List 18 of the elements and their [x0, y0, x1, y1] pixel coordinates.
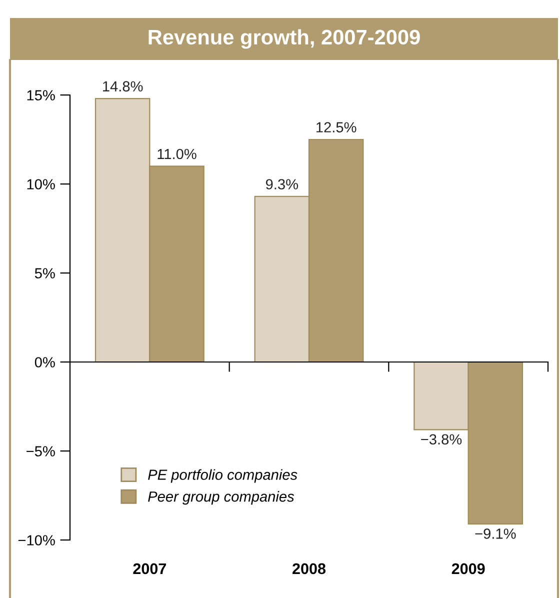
y-tick-label: −5% — [26, 446, 55, 456]
x-tick-label: 2008 — [292, 563, 326, 574]
data-label: 14.8% — [103, 81, 143, 92]
x-tick-label: 2007 — [133, 563, 166, 574]
chart-title: Revenue growth, 2007-2009 — [148, 29, 420, 49]
y-tick-label: 5% — [34, 268, 55, 278]
data-label: 9.3% — [266, 179, 298, 190]
data-label: −3.8% — [421, 434, 462, 445]
data-label: 11.0% — [158, 148, 196, 160]
legend-label: PE portfolio companies — [148, 469, 298, 483]
x-tick-label: 2009 — [452, 563, 485, 574]
y-tick-label: −10% — [18, 535, 55, 546]
y-tick-label: 0% — [34, 357, 55, 368]
data-label: −9.1% — [475, 528, 516, 539]
y-tick-label: 15% — [27, 90, 55, 100]
y-tick-label: 10% — [27, 179, 55, 190]
data-label: 12.5% — [316, 122, 356, 132]
legend-label: Peer group companies — [148, 491, 294, 505]
